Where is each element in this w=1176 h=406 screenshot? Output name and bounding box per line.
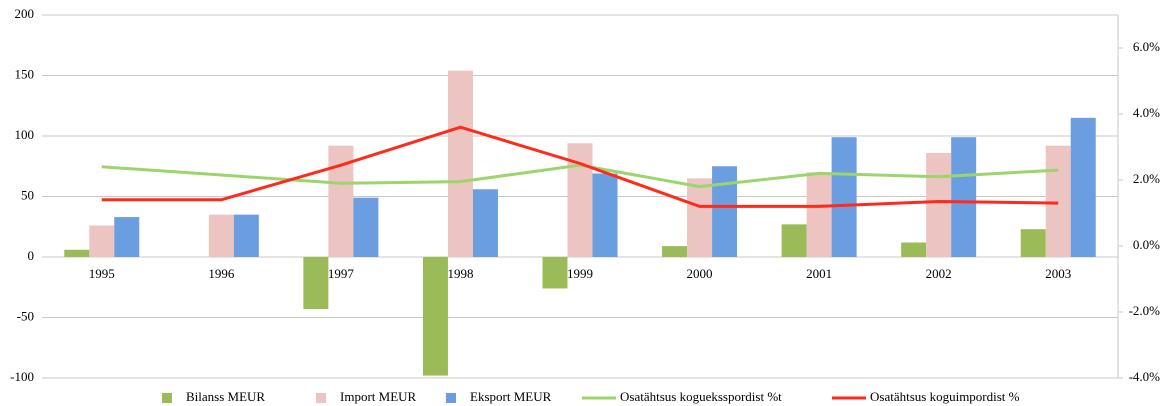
bar [687, 178, 713, 257]
legend-label: Bilanss MEUR [186, 389, 265, 404]
bar [1045, 145, 1071, 257]
bar [1070, 117, 1096, 257]
x-tick-label: 2002 [926, 266, 952, 281]
x-tick-label: 1997 [328, 266, 355, 281]
bar [662, 246, 688, 257]
y2-tick-label: 4.0% [1133, 105, 1160, 120]
bar [64, 249, 90, 257]
legend-swatch [316, 393, 326, 403]
x-tick-label: 1995 [89, 266, 115, 281]
line [101, 163, 1059, 189]
bar [926, 152, 952, 257]
bar [422, 257, 448, 376]
bar [472, 189, 498, 257]
legend-label: Import MEUR [340, 389, 417, 404]
legend-swatch [162, 393, 172, 403]
legend-swatch [446, 393, 456, 403]
legend-label: Osatähtsus koguimpordist % [870, 389, 1020, 404]
bar [781, 224, 807, 257]
line [101, 125, 1059, 208]
y2-tick-label: -4.0% [1129, 369, 1161, 384]
y-tick-label: 200 [15, 6, 35, 21]
bar [712, 166, 738, 257]
y-tick-label: -100 [10, 369, 34, 384]
bar [951, 137, 977, 257]
bar [303, 257, 329, 310]
y-tick-label: 50 [21, 187, 34, 202]
bar [831, 137, 857, 257]
y2-tick-label: 2.0% [1133, 171, 1160, 186]
y-tick-label: 100 [15, 127, 35, 142]
y2-tick-label: 0.0% [1133, 237, 1160, 252]
bar [806, 172, 832, 257]
bar [208, 214, 234, 257]
y2-tick-label: 6.0% [1133, 39, 1160, 54]
bar [114, 217, 140, 257]
bar [353, 197, 379, 257]
x-tick-label: 1996 [208, 266, 235, 281]
bar [233, 214, 259, 257]
x-tick-label: 2000 [687, 266, 713, 281]
x-tick-label: 2001 [806, 266, 832, 281]
bar [89, 225, 115, 257]
legend-label: Osatähtsus kogueksspordist %t [620, 389, 782, 404]
y2-tick-label: -2.0% [1129, 303, 1161, 318]
x-tick-label: 1998 [447, 266, 473, 281]
bar [592, 173, 618, 257]
x-tick-label: 2003 [1045, 266, 1071, 281]
bar [542, 257, 568, 289]
bar [1020, 229, 1046, 257]
bar [447, 70, 473, 257]
x-tick-label: 1999 [567, 266, 593, 281]
bar [901, 242, 927, 257]
y-tick-label: 150 [15, 66, 35, 81]
y-tick-label: 0 [28, 248, 35, 263]
legend-label: Eksport MEUR [470, 389, 552, 404]
y-tick-label: -50 [17, 308, 34, 323]
